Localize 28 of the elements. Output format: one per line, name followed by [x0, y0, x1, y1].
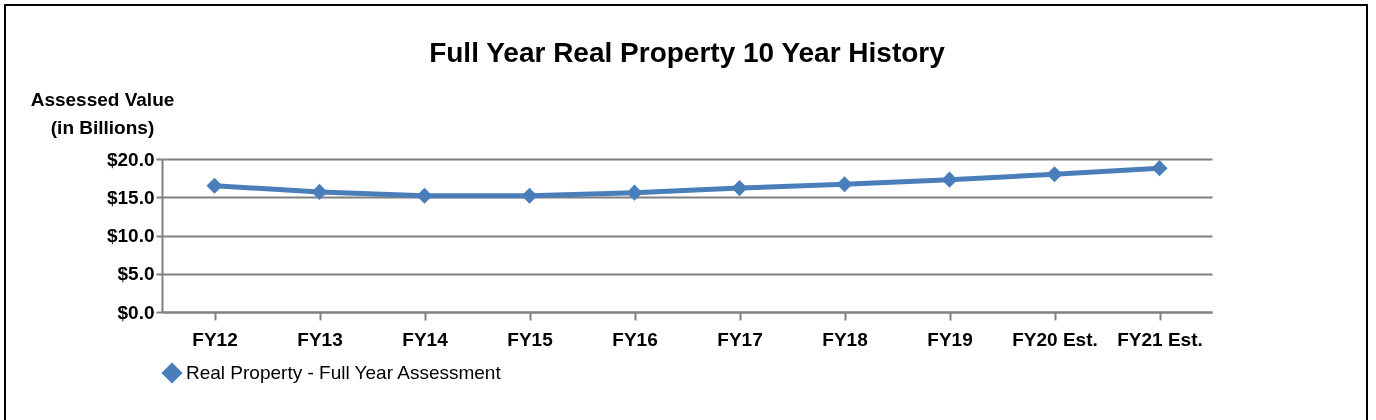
point [731, 180, 748, 197]
x-tick-label: FY19 [927, 328, 973, 350]
y-tick-label: $20.0 [106, 148, 155, 170]
y-tick-label: $10.0 [106, 225, 155, 246]
x-tick-label: FY20 Est. [1012, 328, 1098, 350]
point [521, 187, 538, 204]
x-tick-label: FY16 [612, 328, 658, 350]
point [836, 176, 853, 193]
point [206, 177, 223, 194]
point [626, 184, 643, 201]
point [311, 183, 328, 200]
x-tick-label: FY17 [717, 328, 763, 350]
y-tick-label: $5.0 [117, 263, 155, 285]
x-tick-label: FY14 [402, 328, 449, 350]
x-tick-label: FY12 [192, 328, 238, 350]
y-axis-title: Assessed Value (in Billions) [30, 88, 175, 138]
y-tick-label: $0.0 [117, 301, 155, 323]
x-tick-label: FY15 [507, 328, 554, 350]
chart-title: Full Year Real Property 10 Year History [429, 37, 946, 68]
x-tick-label: FY13 [297, 328, 343, 350]
x-tick-label: FY18 [822, 328, 868, 350]
x-tick-label: FY21 Est. [1117, 328, 1203, 350]
point [416, 187, 433, 204]
point [1151, 160, 1168, 177]
point [941, 171, 958, 188]
y-tick-label: $15.0 [106, 186, 155, 208]
legend-label: Real Property - Full Year Assessment [186, 362, 502, 383]
point [1046, 166, 1063, 183]
